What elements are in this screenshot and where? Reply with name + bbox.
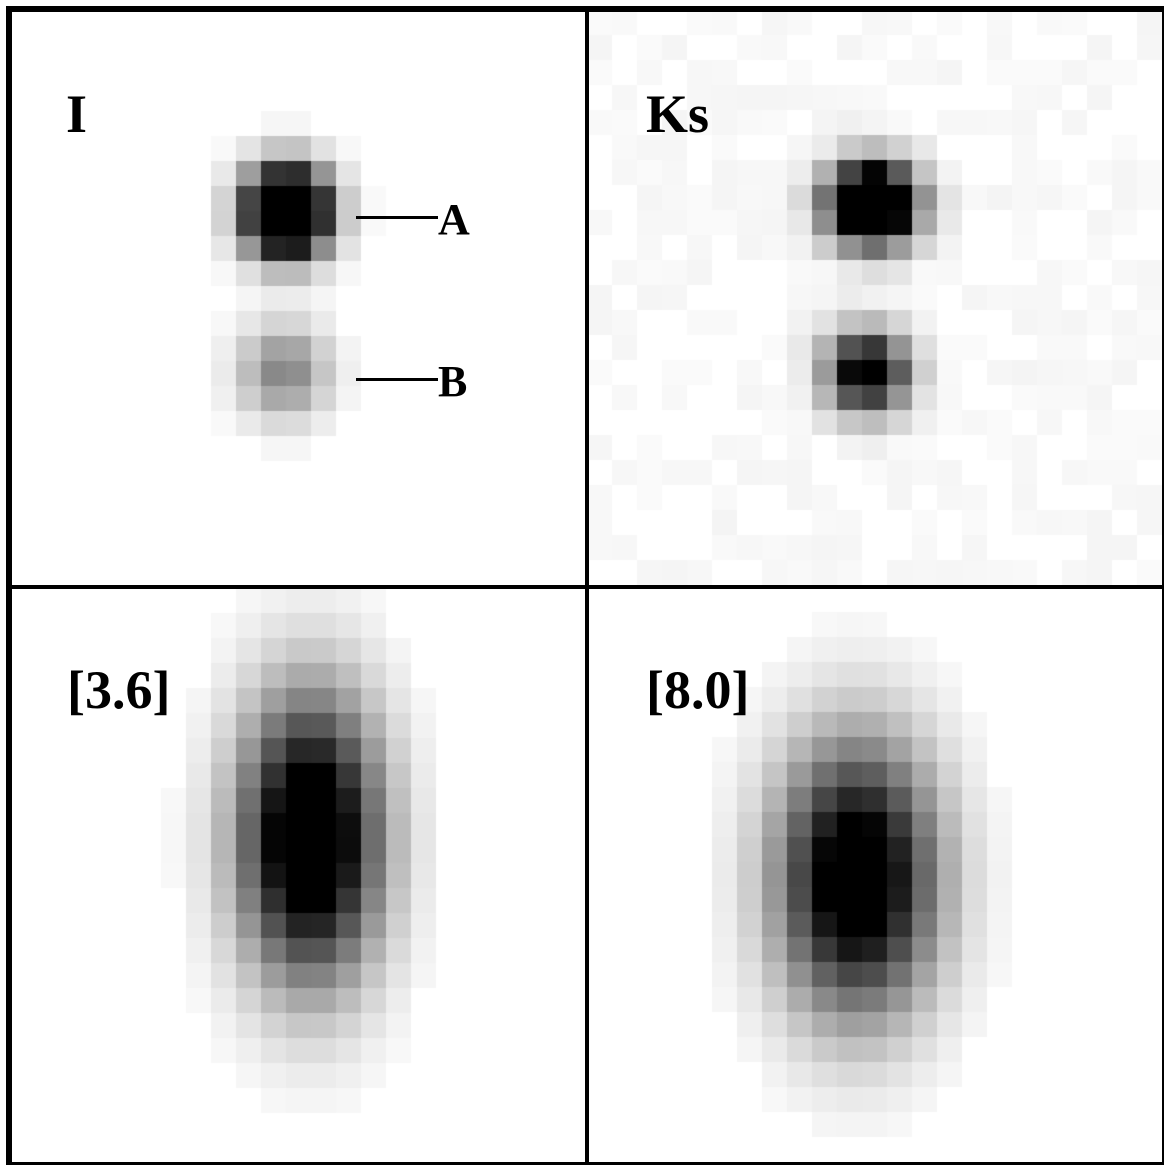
panel-label-ks: Ks bbox=[646, 84, 710, 144]
panel-label-8-0: [8.0] bbox=[646, 660, 750, 720]
marker-line-b bbox=[356, 378, 438, 381]
3-6-micron-image bbox=[12, 589, 586, 1162]
panel-label-3-6: [3.6] bbox=[67, 660, 171, 720]
panel-label-i: I bbox=[66, 84, 88, 144]
8-0-micron-image bbox=[589, 589, 1162, 1162]
i-band-image bbox=[12, 12, 586, 586]
panel-8-0-micron: [8.0] bbox=[589, 589, 1162, 1162]
ks-band-image bbox=[589, 12, 1162, 586]
marker-line-a bbox=[356, 216, 438, 219]
panel-ks-band: Ks bbox=[589, 12, 1162, 586]
frame-divider-horizontal bbox=[6, 585, 1164, 589]
panel-3-6-micron: [3.6] bbox=[12, 589, 586, 1162]
panel-i-band: I A B bbox=[12, 12, 586, 586]
marker-label-b: B bbox=[438, 357, 468, 406]
marker-label-a: A bbox=[438, 195, 470, 244]
